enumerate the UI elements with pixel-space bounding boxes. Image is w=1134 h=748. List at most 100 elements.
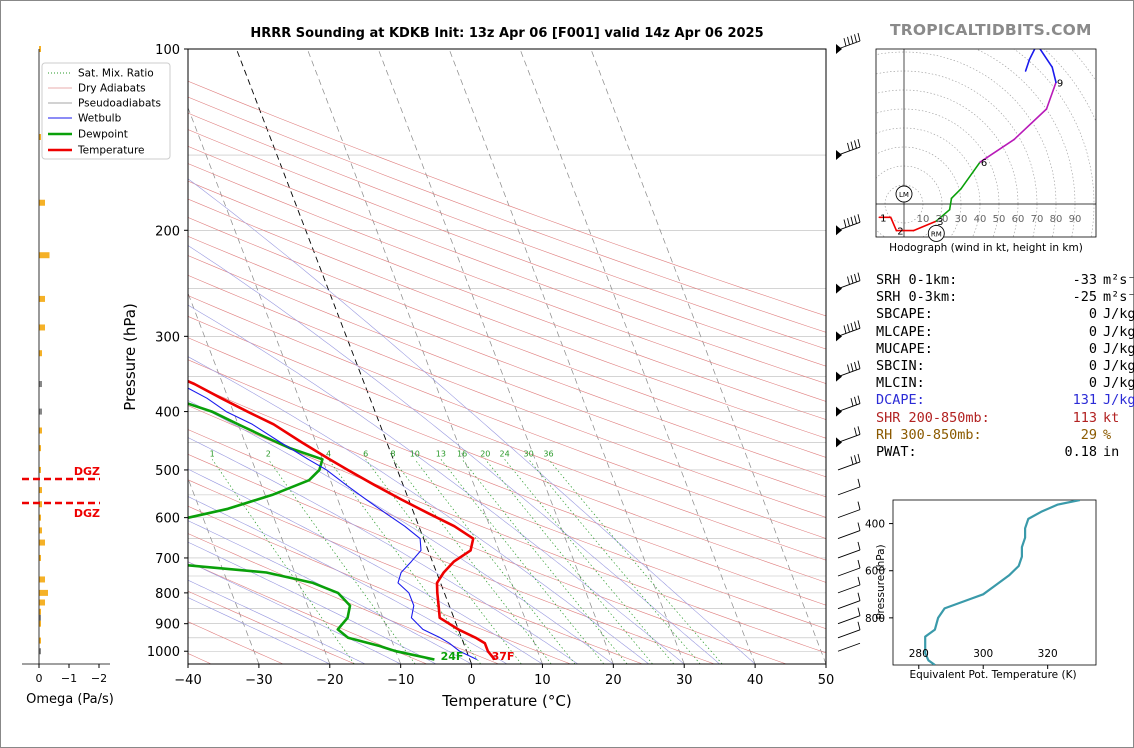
hodograph-height-label: 3 xyxy=(937,217,943,228)
omega-bar xyxy=(39,408,42,415)
mixing-ratio-label: 10 xyxy=(410,449,420,458)
omega-bar xyxy=(39,554,41,561)
pressure-tick-label: 200 xyxy=(155,224,180,239)
wind-barb-staff xyxy=(837,530,861,539)
mixing-ratio-line xyxy=(211,459,355,664)
dry-adiabat xyxy=(188,429,787,664)
dry-adiabat xyxy=(188,146,826,384)
pressure-tick-label: 400 xyxy=(155,406,180,421)
hodograph-labels: 10 20 30 40 50 60 70 80 90 12 3 6 9 LM RM xyxy=(880,78,1081,242)
skewt-axes-frame xyxy=(187,48,827,665)
stats-unit: % xyxy=(1103,426,1112,443)
omega-bar xyxy=(39,620,41,627)
wind-barb-feather xyxy=(847,364,850,373)
omega-bar xyxy=(39,427,42,434)
isotherm-line xyxy=(306,49,543,664)
hodograph-ring-label: 30 xyxy=(955,214,968,225)
dgz-top-label: DGZ xyxy=(74,465,100,478)
pressure-tick-label: 600 xyxy=(155,512,180,527)
wind-barb-feather xyxy=(857,395,861,404)
theta-e-xtick-label: 320 xyxy=(1038,648,1058,660)
omega-bar xyxy=(39,599,45,606)
dry-adiabat xyxy=(188,337,826,583)
isotherm-line xyxy=(377,49,614,664)
dry-adiabat xyxy=(188,180,826,420)
wind-barb xyxy=(836,32,861,54)
stats-value: 29 xyxy=(1080,426,1097,443)
mixing-ratio-line xyxy=(548,459,723,664)
stats-unit: m²s⁻² xyxy=(1103,272,1134,288)
mixing-ratio-label: 36 xyxy=(543,449,553,458)
wind-barb-staff xyxy=(837,642,861,652)
trace-wetbulb xyxy=(188,387,478,660)
wind-barb xyxy=(836,138,861,161)
stats-row: RH 300-850mb: 29% xyxy=(876,427,1134,444)
temp-tick-label: −40 xyxy=(174,673,201,688)
mixing-ratio-label: 6 xyxy=(363,449,368,458)
pressure-tick-label: 700 xyxy=(155,552,180,567)
wind-barb-pennant xyxy=(836,437,842,448)
hodograph-height-label: 1 xyxy=(880,213,886,224)
wind-barb-feather xyxy=(854,34,857,43)
stats-label: MLCAPE: xyxy=(876,323,933,340)
stats-unit: J/kg xyxy=(1103,340,1134,357)
chart-title: HRRR Sounding at KDKB Init: 13z Apr 06 [… xyxy=(250,26,764,41)
wind-barb-feather xyxy=(850,216,854,226)
dry-adiabat xyxy=(188,80,826,317)
wind-barb xyxy=(836,426,861,448)
wind-barb-feather xyxy=(847,218,850,227)
omega-bar xyxy=(39,134,41,141)
wind-barb xyxy=(837,478,861,496)
theta-e-trace xyxy=(924,500,1081,665)
hodograph-segment xyxy=(979,138,1016,163)
stats-label: SHR 200-850mb: xyxy=(876,409,990,426)
hodograph-frame xyxy=(875,48,1097,238)
surface-temp-label: 37F xyxy=(492,650,515,663)
hodograph-segment xyxy=(1039,49,1053,68)
skewt-xlabel: Temperature (°C) xyxy=(441,692,571,710)
stats-value: 0 xyxy=(1088,375,1097,392)
dry-adiabat xyxy=(188,590,356,664)
dgz-bottom-label: DGZ xyxy=(74,507,100,520)
omega-bar xyxy=(39,324,45,331)
stats-label: DCAPE: xyxy=(876,392,925,409)
temp-tick-label: 30 xyxy=(676,673,693,688)
pseudoadiabat xyxy=(188,468,543,664)
hodograph-height-label: 9 xyxy=(1057,78,1063,89)
wind-barb xyxy=(837,576,861,594)
legend-wetbulb: Wetbulb xyxy=(78,113,122,125)
hodograph-ring-label: 80 xyxy=(1050,214,1063,225)
legend-pseudoadiabats: Pseudoadiabats xyxy=(78,98,161,110)
omega-bar xyxy=(39,199,45,206)
wind-barb xyxy=(836,360,861,382)
pseudoadiabat xyxy=(188,245,720,664)
dry-adiabat xyxy=(188,129,826,367)
stats-label: MLCIN: xyxy=(876,375,925,392)
wind-barb-feather xyxy=(857,607,861,616)
omega-xlabel: Omega (Pa/s) xyxy=(26,692,114,707)
stats-unit: in xyxy=(1103,444,1120,461)
mixing-ratio-line xyxy=(504,459,675,664)
stats-unit: m²s⁻² xyxy=(1103,289,1134,306)
right-mover-label: RM xyxy=(931,230,942,238)
wind-barb xyxy=(836,272,861,294)
skewt-traces xyxy=(188,379,496,661)
pressure-tick-label: 100 xyxy=(155,43,180,58)
pressure-tick-label: 300 xyxy=(155,330,180,345)
mixing-ratio-line xyxy=(365,459,522,664)
theta-e-xtick-label: 300 xyxy=(973,648,993,660)
temp-tick-label: 40 xyxy=(747,673,764,688)
temp-tick-label: −30 xyxy=(245,673,272,688)
pseudoadiabat xyxy=(188,597,330,664)
theta-e-xtick-label: 280 xyxy=(909,648,929,660)
omega-bar xyxy=(39,608,41,615)
wind-barb-feather xyxy=(850,35,854,44)
wind-barb-feather xyxy=(850,456,854,465)
stats-value: 0 xyxy=(1088,323,1097,340)
wind-barb-feather xyxy=(847,36,850,46)
theta-e-panel xyxy=(924,500,1081,665)
skewt-background-lines xyxy=(188,49,826,664)
dry-adiabat xyxy=(188,255,826,498)
temp-tick-label: −20 xyxy=(316,673,343,688)
